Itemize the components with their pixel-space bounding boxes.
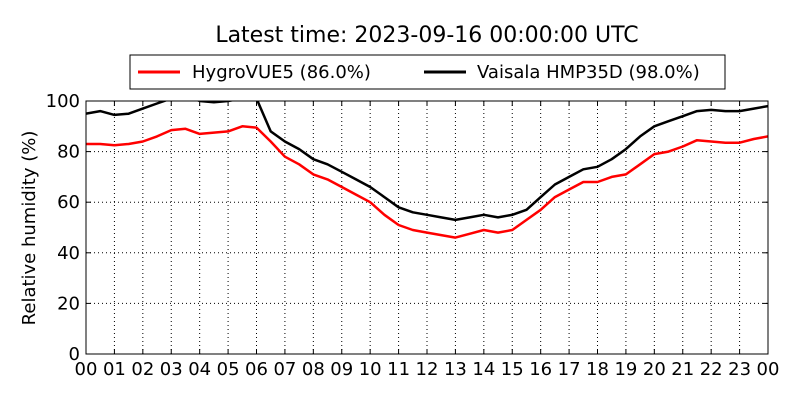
axis-ticks: 00 01 02 03 04 05 06 07 08 09 10 11 12 13 14 15 16 17 18 19… xyxy=(46,91,780,380)
x-tick-label: 05 xyxy=(217,359,240,380)
x-tick-label: 21 xyxy=(671,359,694,380)
x-tick-label: 14 xyxy=(472,359,495,380)
x-tick-label: 13 xyxy=(444,359,467,380)
series-lines xyxy=(86,101,768,239)
y-tick-label: 100 xyxy=(46,91,80,112)
x-tick-label: 18 xyxy=(586,359,609,380)
x-tick-label: 10 xyxy=(359,359,382,380)
x-tick-label: 08 xyxy=(302,359,325,380)
y-tick-label: 20 xyxy=(57,293,80,314)
x-tick-label: 00 xyxy=(75,359,98,380)
x-tick-label: 17 xyxy=(558,359,581,380)
x-tick-label: 01 xyxy=(103,359,126,380)
x-tick-label: 07 xyxy=(273,359,296,380)
series-line-hygrovue5 xyxy=(86,125,768,239)
grid xyxy=(86,101,768,354)
chart-title: Latest time: 2023-09-16 00:00:00 UTC xyxy=(215,23,638,48)
x-tick-label: 15 xyxy=(501,359,524,380)
x-tick-label: 23 xyxy=(728,359,751,380)
x-tick-label: 16 xyxy=(529,359,552,380)
x-tick-label: 19 xyxy=(614,359,637,380)
x-tick-label: 00 xyxy=(757,359,780,380)
y-tick-label: 60 xyxy=(57,192,80,213)
x-tick-label: 12 xyxy=(416,359,439,380)
series-line-vaisala xyxy=(86,101,768,222)
y-axis-label: Relative humidity (%) xyxy=(19,131,40,326)
y-tick-label: 40 xyxy=(57,243,80,264)
x-tick-label: 03 xyxy=(160,359,183,380)
legend: HygroVUE5 (86.0%) Vaisala HMP35D (98.0%) xyxy=(129,54,726,90)
x-tick-label: 04 xyxy=(188,359,211,380)
y-tick-label: 80 xyxy=(57,142,80,163)
x-tick-label: 02 xyxy=(131,359,154,380)
legend-label-hygrovue5: HygroVUE5 (86.0%) xyxy=(192,62,371,83)
plot-frame xyxy=(85,100,769,355)
y-tick-label: 0 xyxy=(69,344,80,365)
x-tick-label: 06 xyxy=(245,359,268,380)
x-tick-label: 09 xyxy=(330,359,353,380)
x-tick-label: 11 xyxy=(387,359,410,380)
legend-label-vaisala: Vaisala HMP35D (98.0%) xyxy=(477,62,700,83)
x-tick-label: 20 xyxy=(643,359,666,380)
x-tick-label: 22 xyxy=(700,359,723,380)
